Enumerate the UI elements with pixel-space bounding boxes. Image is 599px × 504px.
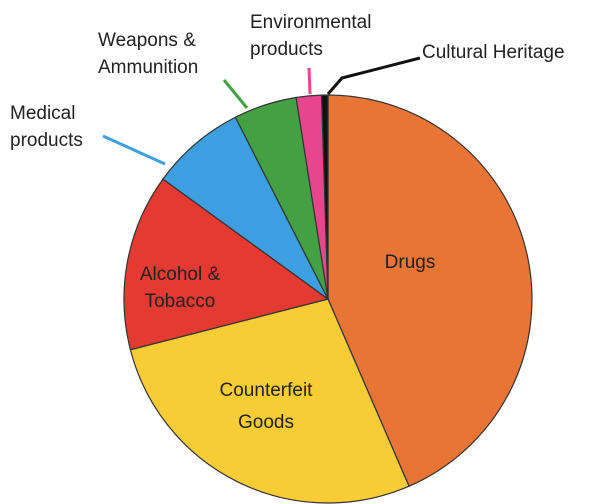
pie-slice-medical-products: [162, 116, 329, 300]
pie-slice-drugs: [327, 94, 533, 488]
slice-label-drugs: Drugs: [385, 252, 436, 273]
slice-label-counterfeit-goods: Counterfeit Goods: [220, 380, 314, 433]
leader-line-medical-products: [102, 134, 166, 166]
leader-line-environmental-products: [307, 67, 312, 95]
slice-label-alcohol-and-tobacco: Alcohol & Tobacco: [140, 264, 221, 312]
leader-lines: [102, 56, 421, 166]
pie-slices: [123, 94, 533, 504]
pie-slice-cultural-heritage: [320, 94, 329, 300]
pie-slice-alcohol-and-tobacco: [123, 178, 330, 351]
leader-line-cultural-heritage: [326, 56, 421, 95]
slice-label-weapons-and-ammunition: Weapons & Ammunition: [98, 30, 198, 78]
slice-label-medical-products: Medical products: [10, 103, 83, 151]
slice-labels: Drugs Counterfeit Goods Alcohol & Tobacco Med…: [10, 12, 565, 433]
slice-label-environmental-products: Environmental products: [250, 12, 371, 60]
slice-label-cultural-heritage: Cultural Heritage: [422, 42, 565, 63]
pie-slice-counterfeit-goods: [129, 298, 410, 504]
leader-line-weapons-and-ammunition: [222, 79, 249, 109]
